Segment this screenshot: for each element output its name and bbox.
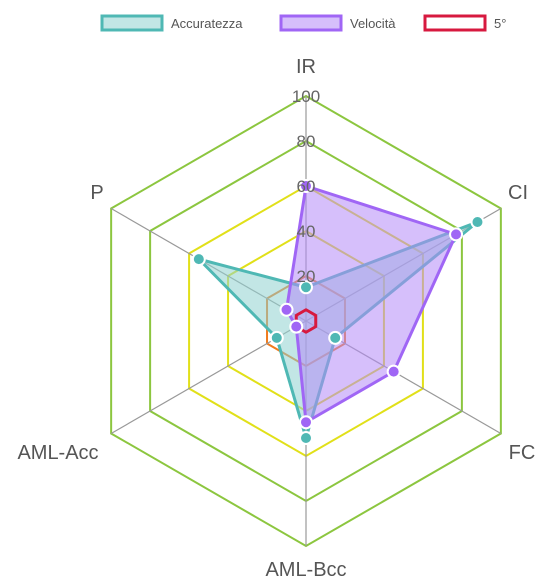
axis-label-ci: CI [508, 182, 528, 204]
legend-label-2: Velocità [350, 16, 396, 31]
data-point-2-aml-bcc [299, 415, 313, 430]
legend-swatch-2 [279, 14, 343, 32]
tick-label-100: 100 [292, 87, 320, 106]
data-point-2-aml-acc [289, 319, 304, 334]
tick-label-20: 20 [297, 267, 316, 286]
data-point-1-p [191, 252, 206, 267]
axis-label-aml-bcc: AML-Bcc [265, 559, 346, 578]
tick-labels: 20 40 60 80 100 [292, 87, 320, 286]
axis-labels: IR CI FC AML-Bcc AML-Acc P [17, 56, 535, 578]
legend: Accuratezza Velocità 5° [100, 14, 506, 32]
tick-label-60: 60 [297, 177, 316, 196]
legend-swatch-3 [423, 14, 487, 32]
series-area-3 [294, 308, 318, 334]
data-point-1-ci [470, 215, 485, 229]
axis-label-p: P [90, 182, 103, 204]
tick-label-40: 40 [297, 222, 316, 241]
tick-label-80: 80 [297, 132, 316, 151]
legend-swatch-1 [100, 14, 164, 32]
axis-label-aml-acc: AML-Acc [17, 442, 98, 464]
legend-item-2: Velocità [279, 14, 396, 32]
data-point-1-aml-acc [269, 330, 284, 345]
legend-item-1: Accuratezza [100, 14, 243, 32]
series-points [191, 179, 485, 445]
data-point-2-fc [386, 364, 401, 379]
data-point-2-ir [299, 179, 313, 193]
data-point-1-fc [328, 330, 343, 345]
data-point-2-p [279, 302, 294, 317]
legend-item-3: 5° [423, 14, 506, 32]
legend-label-1: Accuratezza [171, 16, 243, 31]
legend-label-3: 5° [494, 16, 506, 31]
axis-label-ir: IR [296, 56, 316, 78]
data-point-1-aml-bcc [299, 431, 313, 445]
data-point-2-ci [449, 227, 464, 242]
data-point-1-ir [299, 280, 313, 295]
axis-label-fc: FC [509, 442, 536, 464]
